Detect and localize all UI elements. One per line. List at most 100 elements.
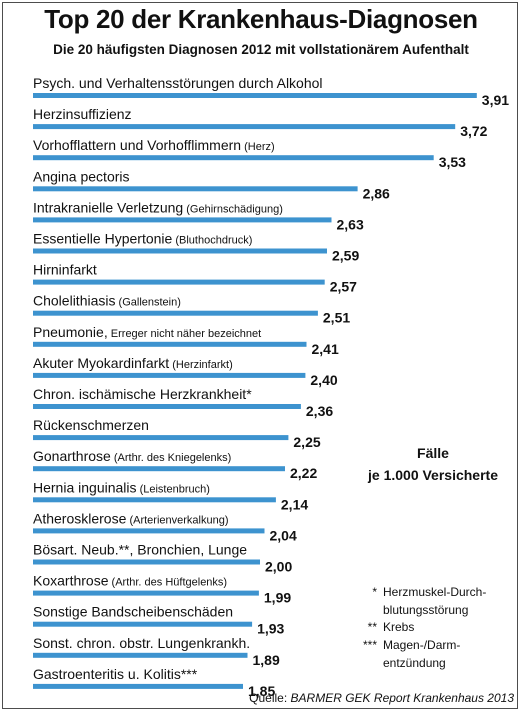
bar-label-note-9: Erreger nicht näher bezeichnet: [108, 328, 261, 340]
bar-label-14: Hernia inguinalis (Leistenbruch): [33, 479, 210, 495]
footnote-1-mark: *: [372, 585, 377, 599]
bar-label-10: Akuter Myokardinfarkt (Herzinfarkt): [33, 355, 233, 371]
bar-label-note-5: (Gehirnschädigung): [183, 203, 283, 215]
bar-2: [33, 124, 456, 130]
bar-18: [33, 621, 253, 627]
footnote-3-mark: ***: [362, 638, 377, 652]
bar-label-note-13: (Arthr. des Kniegelenks): [111, 452, 231, 464]
bar-5: [33, 217, 332, 223]
bar-label-20: Gastroenteritis u. Kolitis***: [33, 666, 198, 682]
bar-value-17: 1,99: [264, 590, 291, 606]
bar-value-1: 3,91: [482, 92, 509, 108]
bar-label-main-16: Bösart. Neub.**, Bronchien, Lunge: [33, 542, 247, 558]
bar-label-main-20: Gastroenteritis u. Kolitis***: [33, 666, 198, 682]
bar-14: [33, 497, 276, 503]
bar-value-18: 1,93: [257, 621, 284, 637]
bar-19: [33, 652, 248, 658]
footnote-1-line-1: Herzmuskel-Durch-: [383, 585, 487, 599]
bar-8: [33, 310, 318, 316]
bar-value-15: 2,04: [270, 527, 297, 543]
bar-1: [33, 93, 477, 98]
bar-17: [33, 590, 259, 596]
bar-label-main-19: Sonst. chron. obstr. Lungenkrankh.: [33, 635, 250, 651]
bar-label-main-12: Rückenschmerzen: [33, 417, 149, 433]
bar-label-12: Rückenschmerzen: [33, 417, 149, 433]
bar-label-19: Sonst. chron. obstr. Lungenkrankh.: [33, 635, 250, 651]
bar-value-8: 2,51: [323, 310, 350, 326]
footnote-1: * Herzmuskel-Durch- blutungsstörung: [372, 583, 487, 619]
unit-label-line-2: je 1.000 Versicherte: [368, 467, 498, 483]
bar-20: [33, 683, 243, 689]
chart-title: Top 20 der Krankenhaus-Diagnosen: [44, 4, 478, 34]
footnote-3-line-2: entzündung: [383, 656, 446, 670]
bar-4: [33, 186, 358, 192]
bar-6: [33, 248, 327, 254]
bar-label-main-2: Herzinsuffizienz: [33, 106, 132, 122]
bar-label-4: Angina pectoris: [33, 168, 130, 184]
bar-label-main-14: Hernia inguinalis: [33, 479, 137, 495]
unit-label: Fälle je 1.000 Versicherte: [338, 442, 522, 486]
bar-label-main-4: Angina pectoris: [33, 168, 130, 184]
source-text: BARMER GEK Report Krankenhaus 2013: [290, 691, 514, 705]
bar-label-18: Sonstige Bandscheibenschäden: [33, 604, 233, 620]
bar-label-note-14: (Leistenbruch): [137, 483, 210, 495]
unit-label-line-1: Fälle: [417, 445, 449, 461]
bar-label-17: Koxarthrose (Arthr. des Hüftgelenks): [33, 573, 227, 589]
bar-label-note-3: (Herz): [241, 141, 275, 153]
bar-label-main-1: Psych. und Verhaltensstörungen durch Alk…: [33, 75, 323, 91]
bar-label-main-8: Cholelithiasis: [33, 293, 115, 309]
bar-value-11: 2,36: [306, 403, 333, 419]
footnote-3-line-1: Magen-/Darm-: [383, 638, 461, 652]
bar-label-main-18: Sonstige Bandscheibenschäden: [33, 604, 233, 620]
bar-label-13: Gonarthrose (Arthr. des Kniegelenks): [33, 448, 231, 464]
bar-12: [33, 435, 289, 441]
bar-label-main-17: Koxarthrose: [33, 573, 109, 589]
bar-label-note-10: (Herzinfarkt): [169, 359, 233, 371]
source-note: Quelle: BARMER GEK Report Krankenhaus 20…: [249, 691, 514, 705]
bar-10: [33, 372, 306, 378]
bar-value-9: 2,41: [312, 341, 339, 357]
bar-label-2: Herzinsuffizienz: [33, 106, 132, 122]
footnote-2-line-1: Krebs: [383, 620, 415, 634]
bar-label-1: Psych. und Verhaltensstörungen durch Alk…: [33, 75, 323, 91]
bar-value-14: 2,14: [281, 496, 308, 512]
bar-label-note-17: (Arthr. des Hüftgelenks): [108, 577, 227, 589]
bar-label-note-8: (Gallenstein): [115, 297, 180, 309]
bar-label-9: Pneumonie, Erreger nicht näher bezeichne…: [33, 324, 261, 340]
bar-value-16: 2,00: [265, 559, 292, 575]
bar-9: [33, 341, 307, 347]
bar-label-main-5: Intrakranielle Verletzung: [33, 199, 183, 215]
bar-value-13: 2,22: [290, 465, 317, 481]
bar-11: [33, 404, 301, 409]
footnote-3: *** Magen-/Darm- entzündung: [363, 636, 461, 672]
bar-label-16: Bösart. Neub.**, Bronchien, Lunge: [33, 542, 247, 558]
bar-label-main-6: Essentielle Hypertonie: [33, 231, 173, 247]
bar-label-6: Essentielle Hypertonie (Bluthochdruck): [33, 231, 252, 247]
bar-label-main-9: Pneumonie,: [33, 324, 108, 340]
source-lead: Quelle:: [249, 691, 288, 705]
bar-15: [33, 528, 265, 534]
bar-13: [33, 466, 285, 472]
bar-16: [33, 559, 260, 565]
bar-value-3: 3,53: [439, 154, 466, 170]
bar-label-8: Cholelithiasis (Gallenstein): [33, 293, 181, 309]
bar-value-4: 2,86: [363, 185, 390, 201]
bar-label-main-15: Atherosklerose: [33, 510, 127, 526]
bar-label-3: Vorhofflattern und Vorhofflimmern (Herz): [33, 137, 275, 153]
bar-label-main-3: Vorhofflattern und Vorhofflimmern: [33, 137, 241, 153]
bar-value-6: 2,59: [332, 248, 359, 264]
bar-label-note-15: (Arterienverkalkung): [126, 514, 228, 526]
bar-value-19: 1,89: [253, 652, 280, 668]
footnote-1-line-2: blutungsstörung: [383, 603, 469, 617]
bar-label-main-7: Hirninfarkt: [33, 262, 97, 278]
bar-value-12: 2,25: [293, 434, 320, 450]
bar-label-note-6: (Bluthochdruck): [172, 235, 252, 247]
bar-value-5: 2,63: [337, 216, 364, 232]
bar-value-7: 2,57: [330, 279, 357, 295]
bar-label-15: Atherosklerose (Arterienverkalkung): [33, 510, 228, 526]
bar-label-main-13: Gonarthrose: [33, 448, 111, 464]
chart-subtitle: Die 20 häufigsten Diagnosen 2012 mit vol…: [53, 42, 469, 57]
bar-7: [33, 279, 325, 285]
